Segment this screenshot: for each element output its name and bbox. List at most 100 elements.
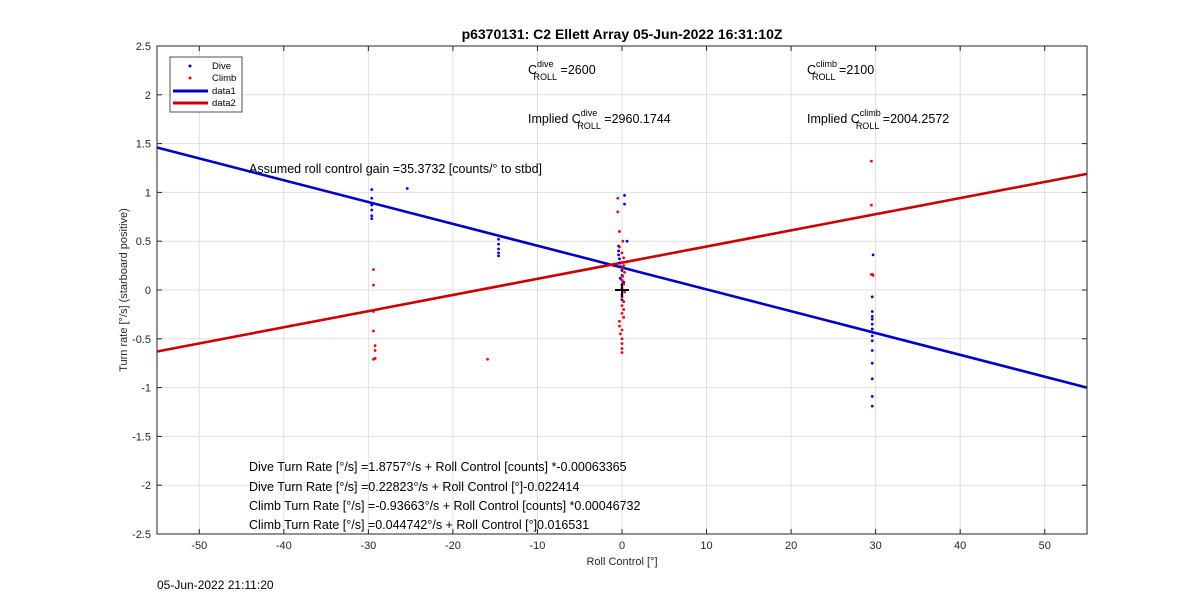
x-tick-label: 30 [870,540,882,552]
climb-equation-counts: Climb Turn Rate [°/s] =-0.93663°/s + Rol… [249,499,641,513]
dive-point [370,188,374,191]
x-tick-label: 40 [954,540,966,552]
x-tick-label: -20 [445,540,461,552]
dive-point [618,257,621,261]
dive-point [623,193,626,197]
dive-point [497,251,500,255]
legend-data2-label: data2 [212,98,236,109]
climb-point [620,337,624,341]
climb-point [622,308,626,311]
dive-point [618,276,622,280]
climb-point [623,271,626,274]
y-tick-label: 0.5 [136,236,151,248]
climb-point [620,267,624,270]
dive-point [617,253,621,257]
dive-point [497,254,500,258]
legend-dive-label: Dive [212,61,231,72]
x-tick-label: -10 [530,540,546,552]
dive-point [870,327,874,331]
y-tick-label: -1 [141,383,151,395]
dive-point [870,322,874,326]
y-tick-label: 1 [145,187,151,199]
y-tick-label: -1.5 [132,431,151,443]
dive-point [870,361,874,365]
dive-point [617,249,621,253]
climb-point [871,273,875,277]
climb-point [372,357,375,361]
dive-point [870,314,874,318]
dive-point [870,404,874,408]
dive-point [497,237,500,241]
y-tick-label: 1.5 [136,139,151,151]
climb-point [620,347,624,350]
climb-point [618,332,622,336]
dive-point [870,317,874,321]
dive-point [620,298,624,302]
implied-climb-annotation: Implied Cclimb ROLL =2004.2572 [807,108,949,131]
x-tick-label: 50 [1039,540,1051,552]
climb-point [620,251,624,255]
climb-point [618,230,621,233]
dive-equation-degrees: Dive Turn Rate [°/s] =0.22823°/s + Roll … [249,480,579,494]
climb-point [623,290,626,294]
climb-point [618,324,621,328]
dive-point [870,310,874,313]
dive-point [620,269,624,272]
climb-point [622,300,626,304]
y-tick-label: -2.5 [132,529,151,541]
implied-dive-annotation: Implied Cdive ROLL =2960.1744 [528,108,671,131]
dive-point [618,265,622,268]
y-tick-label: 2.5 [136,41,151,53]
climb-point [870,203,873,207]
climb-point [620,312,624,315]
dive-point [870,334,874,338]
c-climb-annotation: Cclimb ROLL =2100 [807,59,874,82]
roll-gain-annotation: Assumed roll control gain =35.3732 [coun… [249,162,542,176]
climb-point [620,342,624,346]
x-tick-label: 0 [619,540,625,552]
y-axis-label: Turn rate [°/s] (starboard positive) [118,208,130,372]
climb-point [616,196,620,200]
legend: Dive Climb data1 data2 [169,56,243,113]
climb-point [622,315,626,319]
climb-point [616,210,620,214]
legend-data1-label: data1 [212,86,236,97]
climb-point [620,304,624,308]
y-tick-label: 2 [145,90,151,102]
dive-point [623,202,626,206]
x-tick-label: -50 [191,540,207,552]
dive-point [870,377,874,381]
dive-point [370,217,374,221]
dive-point [871,253,875,257]
climb-point [486,357,489,361]
climb-point [372,268,375,271]
climb-point [372,329,375,333]
dive-point [370,203,374,207]
climb-point [620,261,624,265]
climb-point [618,319,621,323]
climb-point [621,239,625,243]
climb-point [620,328,624,332]
dive-point [405,187,409,190]
dive-point [497,242,500,246]
x-tick-label: 10 [700,540,712,552]
x-tick-label: 20 [785,540,797,552]
y-tick-label: -0.5 [132,334,151,346]
climb-point [373,349,377,352]
climb-point [372,283,375,287]
figure-timestamp: 05-Jun-2022 21:11:20 [157,578,274,592]
x-tick-label: -40 [276,540,292,552]
axis-ticks: -50 -40 -30 -20 -10 0 10 20 30 40 50-2.5-2-1.5-1-0… [132,41,1087,552]
crosshair-marker [615,283,629,297]
dive-point [622,280,626,284]
climb-point [621,274,625,278]
climb-point [622,256,626,260]
climb-point [373,344,377,348]
climb-point [622,264,626,267]
dive-point [370,208,374,212]
dive-point [625,239,629,243]
chart-title: p6370131: C2 Ellett Array 05-Jun-2022 16… [462,26,783,42]
dive-point [870,339,874,343]
climb-point [620,351,624,354]
